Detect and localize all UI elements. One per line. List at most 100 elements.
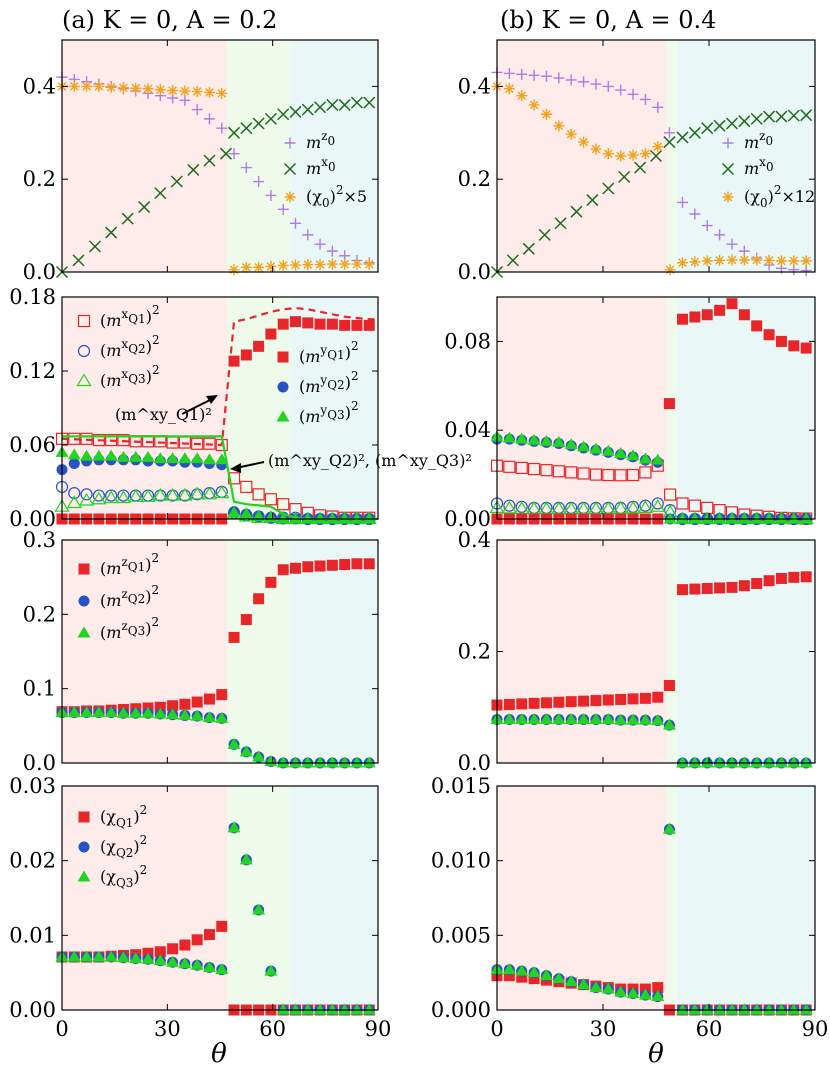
panel-a4: 0.00 0.01 0.02 0.03 0 30 60 90 — [9, 774, 391, 1041]
data-point — [618, 170, 631, 183]
data-point — [179, 939, 191, 951]
data-point — [240, 614, 252, 626]
data-point — [302, 561, 314, 573]
legend-marker — [76, 373, 92, 387]
data-point — [503, 499, 516, 512]
phase-region-1 — [62, 40, 228, 272]
data-point — [326, 245, 338, 257]
phase-region-1 — [62, 540, 228, 763]
data-point — [67, 950, 81, 962]
data-point — [515, 461, 528, 475]
data-point — [339, 258, 351, 270]
data-point — [325, 1003, 339, 1015]
data-point — [154, 84, 166, 96]
legend-label: (χQ3)2 — [100, 863, 147, 890]
y-tick-label: 0.2 — [458, 640, 491, 664]
phase-region-1 — [497, 297, 667, 519]
data-point — [725, 1003, 739, 1015]
data-point — [676, 131, 689, 144]
data-point — [677, 196, 688, 208]
data-point — [115, 490, 131, 504]
data-point — [602, 468, 615, 482]
data-point — [528, 697, 540, 709]
data-point — [651, 453, 665, 465]
data-point — [528, 99, 540, 111]
legend-label: (myQ1)2 — [299, 339, 359, 366]
data-point — [737, 756, 751, 768]
phase-region-3 — [290, 786, 378, 1010]
data-point — [92, 489, 105, 502]
data-point — [153, 954, 167, 966]
data-point — [289, 259, 301, 271]
series-3 — [55, 821, 376, 1015]
data-point — [253, 340, 265, 352]
data-point — [289, 562, 301, 574]
x-tick-label: 90 — [365, 1017, 392, 1041]
data-point — [277, 318, 289, 330]
data-point — [177, 487, 193, 501]
data-point — [514, 501, 530, 514]
series-3 — [490, 822, 813, 1015]
data-point — [302, 259, 314, 271]
data-point — [191, 86, 203, 98]
data-point — [338, 756, 352, 768]
data-point — [190, 958, 204, 970]
data-point — [265, 576, 277, 588]
data-point — [713, 119, 726, 132]
data-point — [191, 437, 204, 450]
data-point — [338, 98, 351, 111]
y-tick-label: 0.2 — [23, 602, 56, 626]
data-point — [239, 745, 253, 757]
data-point — [130, 82, 142, 94]
data-point — [179, 85, 191, 97]
phase-region-3 — [677, 40, 815, 272]
data-point — [264, 964, 278, 976]
data-point — [714, 304, 726, 316]
data-point — [167, 85, 179, 97]
data-point — [601, 713, 615, 725]
data-point — [116, 951, 130, 963]
data-point — [191, 104, 203, 116]
data-point — [350, 96, 363, 109]
data-point — [626, 449, 640, 461]
data-point — [179, 94, 191, 106]
data-point — [552, 435, 566, 447]
data-point — [516, 68, 528, 80]
data-point — [276, 1003, 290, 1015]
data-point — [68, 458, 80, 469]
data-point — [121, 212, 134, 225]
data-point — [578, 76, 590, 88]
x-axis-label-b: θ — [648, 1039, 664, 1069]
data-point — [577, 713, 591, 725]
data-point — [351, 558, 363, 570]
data-point — [726, 238, 738, 250]
data-point — [289, 217, 301, 229]
data-point — [203, 929, 215, 941]
data-point — [615, 693, 627, 705]
data-point — [516, 971, 528, 983]
data-point — [688, 126, 701, 139]
data-point — [578, 695, 590, 707]
y-tick-label: 0.08 — [444, 329, 491, 353]
data-point — [363, 258, 375, 270]
data-point — [516, 90, 528, 102]
data-point — [178, 957, 192, 969]
data-point — [750, 1003, 764, 1015]
data-point — [117, 433, 130, 447]
data-point — [689, 583, 701, 595]
data-point — [351, 319, 363, 331]
data-point — [538, 228, 551, 241]
data-point — [362, 756, 376, 768]
panel-b2: 0.00 0.04 0.08 — [444, 296, 816, 531]
data-point — [774, 512, 788, 524]
data-point — [800, 265, 812, 277]
data-point — [92, 449, 106, 461]
data-point — [502, 713, 516, 725]
data-point — [313, 756, 327, 768]
data-point — [750, 112, 763, 125]
y-tick-label: 0.4 — [458, 528, 491, 552]
series-3 — [55, 705, 376, 768]
x-tick-label: 60 — [259, 1017, 286, 1041]
data-point — [577, 978, 591, 990]
phase-region-3 — [677, 297, 815, 519]
